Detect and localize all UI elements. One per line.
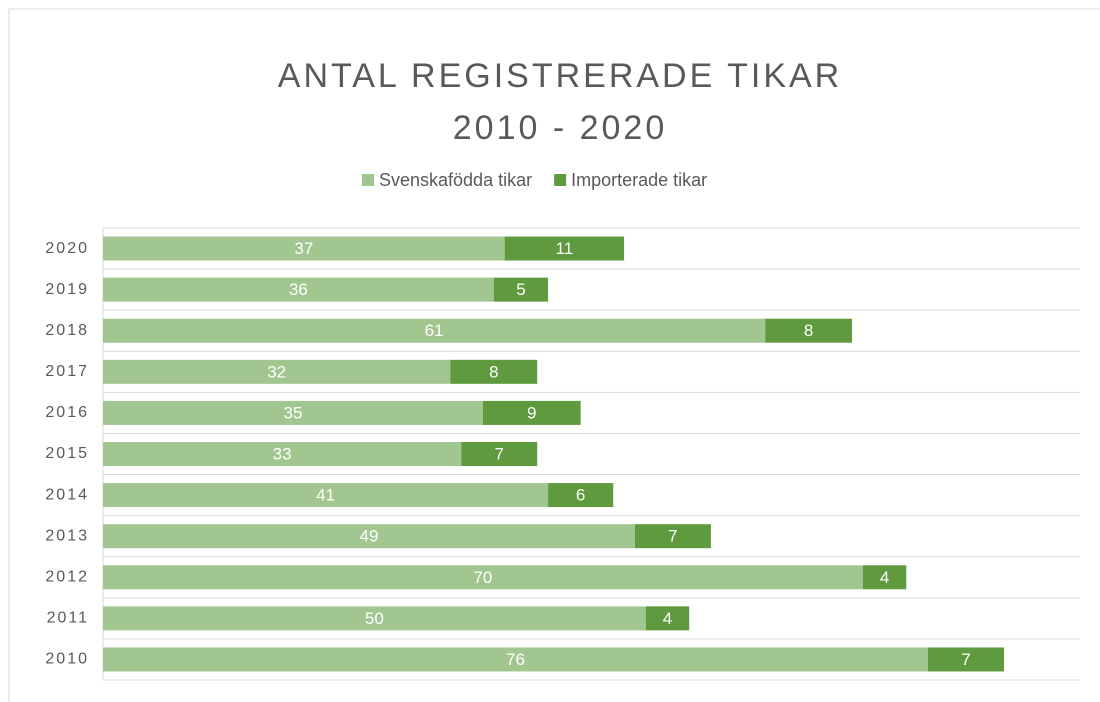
- bar-segment: [461, 442, 538, 466]
- data-label: 9: [527, 403, 536, 422]
- y-tick-label: 2015: [45, 445, 89, 462]
- data-label: 49: [360, 527, 379, 546]
- y-tick-label: 2010: [45, 651, 89, 668]
- chart-title: ANTAL REGISTRERADE TIKAR: [278, 57, 842, 95]
- bar-segment: [634, 524, 711, 549]
- data-label: 11: [556, 239, 574, 258]
- bar-segment: [928, 647, 1005, 672]
- data-label: 8: [804, 321, 813, 340]
- legend-label: Importerade tikar: [571, 170, 707, 190]
- data-label: 7: [494, 444, 503, 463]
- data-label: 50: [365, 609, 384, 628]
- data-label: 7: [668, 527, 677, 546]
- bar-segment: [103, 359, 451, 384]
- bar-segment: [765, 318, 853, 343]
- data-label: 33: [273, 444, 292, 463]
- data-label: 6: [576, 486, 585, 505]
- data-label: 61: [425, 321, 444, 340]
- data-label: 4: [880, 568, 889, 587]
- legend-label: Svenskafödda tikar: [379, 170, 532, 190]
- y-tick-label: 2014: [45, 486, 89, 503]
- bar-segment: [103, 442, 462, 466]
- data-label: 36: [289, 280, 308, 299]
- y-tick-label: 2012: [45, 568, 89, 585]
- data-label: 70: [473, 568, 492, 587]
- bar-segment: [103, 318, 766, 343]
- chart-subtitle: 2010 - 2020: [453, 109, 668, 147]
- bar-segment: [103, 236, 505, 261]
- legend-swatch: [362, 174, 374, 186]
- bar-segment: [103, 524, 635, 549]
- bar-segment: [493, 277, 549, 302]
- bar-segment: [645, 606, 690, 631]
- data-label: 35: [284, 403, 303, 422]
- bar-segment: [548, 483, 614, 508]
- data-label: 5: [516, 280, 525, 299]
- y-tick-label: 2019: [45, 281, 89, 298]
- bar-segment: [103, 483, 549, 508]
- legend-swatch: [554, 174, 567, 186]
- bar-segment: [450, 359, 538, 384]
- data-label: 41: [316, 486, 335, 505]
- bar-segment: [103, 647, 929, 672]
- bar-segment: [103, 277, 494, 302]
- bar-segment: [862, 565, 907, 590]
- bar-segment: [482, 400, 581, 425]
- data-label: 7: [961, 650, 970, 669]
- data-label: 8: [489, 362, 498, 381]
- data-label: 4: [663, 609, 672, 628]
- y-tick-label: 2016: [45, 404, 89, 421]
- bar-segment: [103, 606, 646, 631]
- y-tick-label: 2017: [45, 363, 89, 380]
- bar-segment: [103, 400, 483, 425]
- bar-segment: [103, 565, 863, 590]
- data-label: 76: [506, 650, 525, 669]
- y-tick-label: 2018: [45, 322, 89, 339]
- data-label: 37: [294, 239, 313, 258]
- data-label: 32: [267, 362, 286, 381]
- y-tick-label: 2020: [45, 240, 89, 257]
- y-tick-label: 2013: [45, 527, 89, 544]
- bar-segment: [504, 236, 625, 261]
- y-tick-label: 2011: [47, 610, 89, 627]
